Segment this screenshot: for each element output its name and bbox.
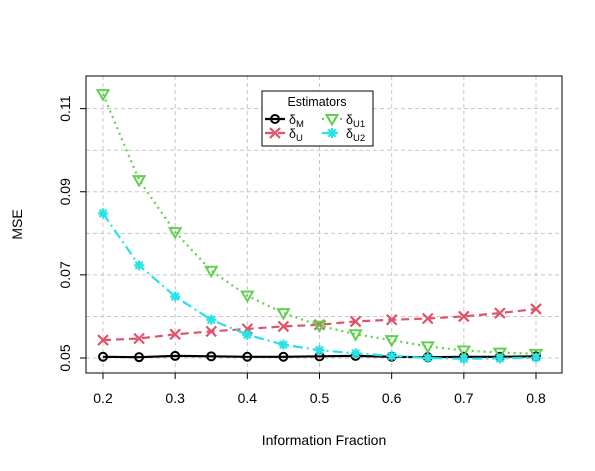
data-point-u (494, 307, 506, 319)
x-tick-label: 0.6 (382, 390, 402, 406)
data-point-u (421, 312, 434, 325)
legend-key-marker (269, 127, 281, 139)
data-point-u2 (531, 352, 541, 363)
data-point-u1 (95, 89, 111, 102)
y-tick-label: 0.07 (57, 261, 73, 288)
data-point-u2 (242, 329, 253, 340)
data-point-u (277, 320, 290, 333)
data-point-u1 (204, 265, 219, 279)
data-point-u (205, 325, 218, 338)
legend-key-marker (270, 114, 280, 124)
series-u (97, 303, 542, 346)
data-point-u (97, 334, 109, 346)
data-point-u2 (422, 353, 433, 363)
series-line-m (102, 354, 537, 359)
y-axis-label: MSE (9, 209, 25, 239)
data-point-m (134, 352, 145, 363)
data-point-u2 (134, 260, 145, 271)
data-point-m (206, 351, 217, 362)
series-u1 (95, 89, 544, 362)
data-point-u2 (278, 339, 289, 350)
data-point-u1 (456, 345, 472, 359)
data-point-u2 (98, 208, 108, 219)
data-point-u2 (206, 314, 217, 325)
data-point-u1 (384, 335, 399, 348)
data-point-m (170, 350, 181, 361)
data-point-u1 (312, 320, 327, 334)
data-point-u1 (167, 227, 183, 240)
grid-lines (86, 76, 562, 373)
x-tick-label: 0.8 (526, 390, 546, 406)
legend-label-u1: δU1 (346, 113, 365, 130)
data-point-u1 (131, 175, 147, 188)
legend-label-u: δU (289, 127, 303, 144)
data-point-u2 (314, 345, 325, 356)
y-tick-label: 0.05 (57, 344, 73, 371)
legend-label-u2: δU2 (346, 127, 365, 144)
x-tick-label: 0.5 (310, 390, 330, 406)
data-point-u1 (348, 329, 363, 342)
data-point-u1 (492, 347, 508, 361)
data-point-u1 (420, 341, 435, 354)
data-point-u2 (458, 353, 469, 364)
data-point-u2 (170, 291, 181, 302)
legend-label-m: δM (289, 113, 304, 130)
x-tick-label: 0.4 (238, 390, 258, 406)
data-point-u (385, 313, 398, 326)
data-point-u2 (386, 350, 397, 361)
data-point-u (349, 315, 362, 328)
data-point-u1 (276, 308, 291, 321)
y-tick-label: 0.11 (57, 95, 73, 121)
data-point-u (133, 332, 145, 345)
data-point-u2 (494, 353, 505, 364)
data-point-m (98, 351, 108, 362)
data-point-u (458, 310, 470, 323)
y-tick-label: 0.09 (57, 178, 73, 205)
legend-title: Estimators (287, 95, 346, 109)
x-tick-label: 0.2 (93, 390, 113, 406)
data-point-m (278, 351, 289, 362)
series-line-u1 (101, 93, 537, 355)
x-tick-label: 0.7 (454, 390, 474, 406)
x-axis-label: Information Fraction (262, 432, 387, 448)
data-point-u (169, 328, 181, 341)
axes: 0.2 0.3 0.4 0.5 0.6 0.7 0.8 0.05 0.07 0.09 0.11 (57, 95, 546, 406)
series-u2 (98, 208, 541, 364)
data-point-u (530, 303, 542, 315)
x-tick-label: 0.3 (165, 390, 185, 406)
data-point-m (242, 351, 253, 362)
data-point-u1 (240, 290, 255, 304)
legend-key-marker (327, 128, 337, 138)
legend-key-marker (324, 114, 340, 127)
data-point-u2 (350, 348, 361, 359)
series-layer (95, 89, 544, 364)
